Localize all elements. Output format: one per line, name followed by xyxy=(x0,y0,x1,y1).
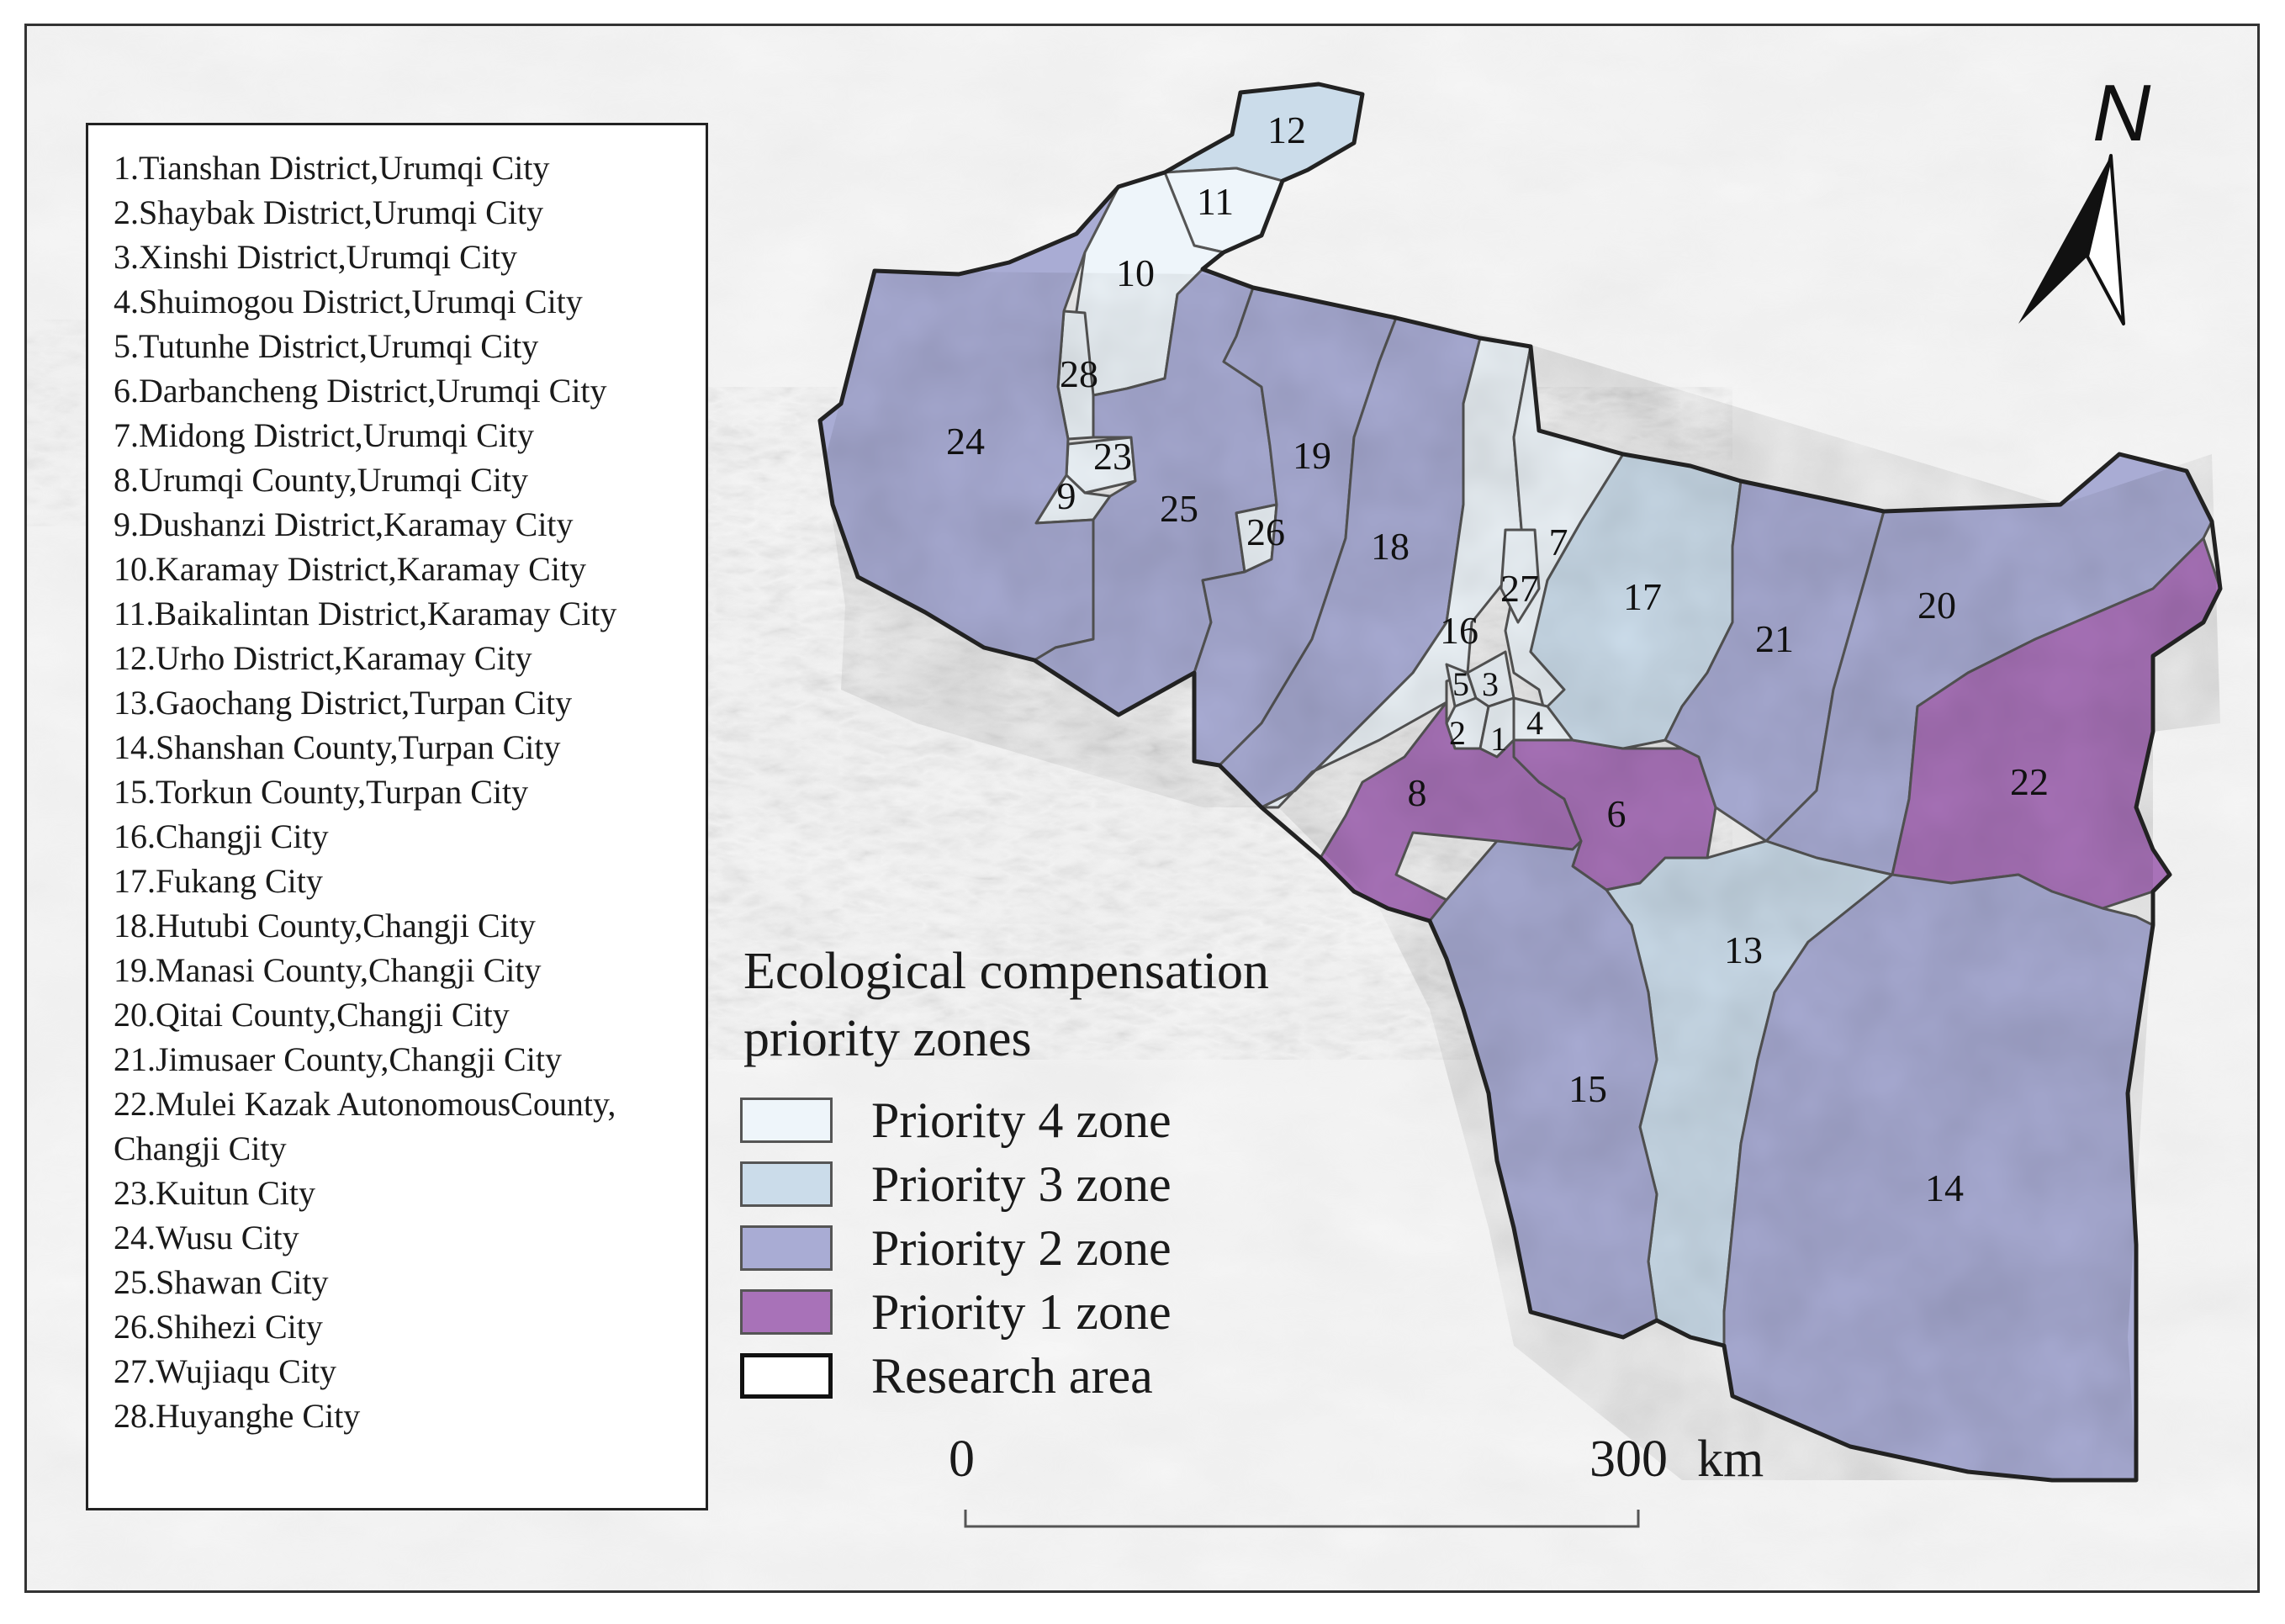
north-arrow-label: N xyxy=(2092,68,2151,158)
label-12: 12 xyxy=(1267,108,1306,151)
legend-swatch-priority-1 xyxy=(740,1289,833,1335)
scale-bar-start-label: 0 xyxy=(949,1431,975,1488)
north-arrow-right-half xyxy=(2086,154,2125,325)
label-4: 4 xyxy=(1526,704,1543,742)
label-28: 28 xyxy=(1060,352,1098,395)
district-list-item: 27.Wujiaqu City xyxy=(114,1352,337,1390)
label-7: 7 xyxy=(1549,521,1568,563)
label-8: 8 xyxy=(1408,771,1427,814)
district-list-item: 16.Changji City xyxy=(114,817,329,855)
label-14: 14 xyxy=(1925,1166,1964,1209)
district-list-item: 11.Baikalintan District,Karamay City xyxy=(114,595,617,632)
district-list-item: 21.Jimusaer County,Changji City xyxy=(114,1040,562,1078)
district-list-legend: 1.Tianshan District,Urumqi City 2.Shaybak… xyxy=(86,123,708,1510)
label-18: 18 xyxy=(1371,525,1410,568)
north-arrow xyxy=(2018,154,2125,325)
legend-entry-research-area: Research area xyxy=(740,1348,1153,1404)
legend-entry-priority-4: Priority 4 zone xyxy=(740,1092,1172,1148)
legend-entry-priority-2: Priority 2 zone xyxy=(740,1220,1172,1276)
legend-label-priority-4: Priority 4 zone xyxy=(871,1092,1172,1148)
label-3: 3 xyxy=(1482,665,1499,703)
district-list-item: 2.Shaybak District,Urumqi City xyxy=(114,193,544,231)
district-list-item: 13.Gaochang District,Turpan City xyxy=(114,684,573,722)
district-list-item: 5.Tutunhe District,Urumqi City xyxy=(114,327,539,365)
scale-bar-unit-label: km xyxy=(1697,1431,1764,1488)
label-1: 1 xyxy=(1490,720,1507,758)
label-6: 6 xyxy=(1607,792,1626,835)
label-27: 27 xyxy=(1500,567,1539,610)
district-list-item: 18.Hutubi County,Changji City xyxy=(114,907,536,944)
district-list-item: 20.Qitai County,Changji City xyxy=(114,996,510,1034)
district-list-item: 4.Shuimogou District,Urumqi City xyxy=(114,283,583,320)
label-25: 25 xyxy=(1160,487,1198,530)
district-list-item: 24.Wusu City xyxy=(114,1219,299,1256)
label-11: 11 xyxy=(1197,180,1234,223)
district-list-item: 17.Fukang City xyxy=(114,862,323,900)
research-area-outline xyxy=(817,82,2223,1483)
label-10: 10 xyxy=(1116,251,1155,294)
scale-bar-end-label: 300 xyxy=(1589,1431,1668,1488)
label-2: 2 xyxy=(1449,714,1466,752)
legend-label-priority-1: Priority 1 zone xyxy=(871,1283,1172,1340)
district-list-item: 28.Huyanghe City xyxy=(114,1397,361,1435)
legend-entry-priority-3: Priority 3 zone xyxy=(740,1156,1172,1212)
label-22: 22 xyxy=(2010,760,2049,803)
district-list-item: 12.Urho District,Karamay City xyxy=(114,639,532,677)
district-list-item: 19.Manasi County,Changji City xyxy=(114,951,542,989)
district-list-item: 1.Tianshan District,Urumqi City xyxy=(114,149,550,187)
legend-swatch-priority-2 xyxy=(740,1225,833,1271)
label-9: 9 xyxy=(1057,474,1076,517)
label-19: 19 xyxy=(1293,434,1331,477)
label-13: 13 xyxy=(1724,928,1763,971)
label-5: 5 xyxy=(1452,665,1469,703)
district-number-labels: 12 11 10 28 23 9 24 25 26 19 18 16 7 27 … xyxy=(946,108,2049,1209)
label-26: 26 xyxy=(1246,510,1285,553)
district-list-item: 23.Kuitun City xyxy=(114,1174,316,1212)
legend-label-priority-2: Priority 2 zone xyxy=(871,1219,1172,1276)
district-list-item: 14.Shanshan County,Turpan City xyxy=(114,728,561,766)
district-list-item: 26.Shihezi City xyxy=(114,1308,323,1346)
label-24: 24 xyxy=(946,420,985,463)
district-list-item: 25.Shawan City xyxy=(114,1263,329,1301)
district-list-item: 3.Xinshi District,Urumqi City xyxy=(114,238,517,276)
legend-entry-priority-1: Priority 1 zone xyxy=(740,1284,1172,1340)
district-list-item: 9.Dushanzi District,Karamay City xyxy=(114,505,574,543)
label-17: 17 xyxy=(1623,575,1662,618)
label-21: 21 xyxy=(1755,617,1794,660)
legend-label-priority-3: Priority 3 zone xyxy=(871,1156,1172,1212)
label-20: 20 xyxy=(1917,584,1956,627)
label-15: 15 xyxy=(1568,1067,1607,1110)
district-list-item: 15.Torkun County,Turpan City xyxy=(114,773,529,811)
district-list-item: 10.Karamay District,Karamay City xyxy=(114,550,587,588)
district-list-item: 7.Midong District,Urumqi City xyxy=(114,416,534,454)
district-list-item: 8.Urumqi County,Urumqi City xyxy=(114,461,528,499)
scale-bar xyxy=(964,1510,1640,1528)
legend-swatch-research-area xyxy=(740,1353,833,1399)
legend-swatch-priority-3 xyxy=(740,1161,833,1207)
label-16: 16 xyxy=(1440,609,1478,652)
label-23: 23 xyxy=(1093,435,1132,478)
district-list-item: 6.Darbancheng District,Urumqi City xyxy=(114,372,607,410)
legend-title: Ecological compensation priority zones xyxy=(743,943,1269,1067)
legend-label-research-area: Research area xyxy=(871,1347,1153,1404)
district-list-item: 22.Mulei Kazak AutonomousCounty, Changji… xyxy=(114,1085,616,1167)
legend-swatch-priority-4 xyxy=(740,1098,833,1143)
north-arrow-left-half xyxy=(2018,156,2111,324)
